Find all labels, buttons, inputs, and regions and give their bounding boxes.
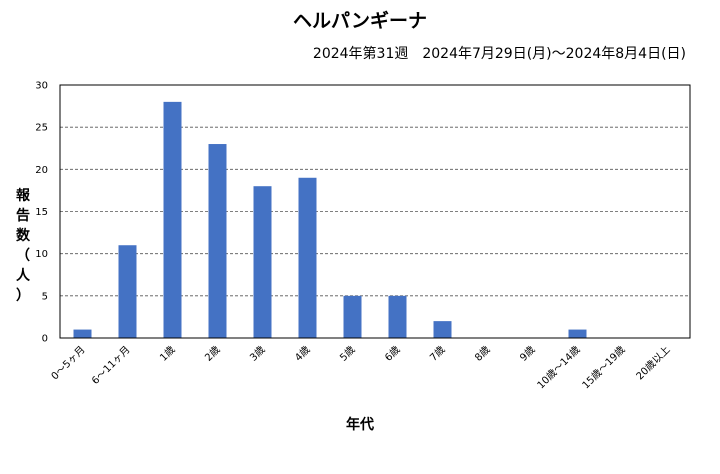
y-tick-label: 0 [42,334,48,345]
y-tick-label: 5 [42,291,48,302]
y-axis-label-char: 人 [16,268,30,284]
y-tick-label: 20 [35,165,48,176]
chart-title: ヘルパンギーナ [293,10,427,32]
x-tick-label: 8歳 [473,344,493,364]
x-tick-label: 2歳 [203,344,223,364]
y-axis-label-char: 告 [16,208,30,224]
x-tick-label: 1歳 [158,344,178,364]
x-axis-label: 年代 [346,417,374,433]
y-axis-label: 報 告 数 （ 人 ） [12,186,34,306]
bar [298,177,317,338]
y-tick-label: 30 [35,81,48,92]
x-tick-label: 9歳 [518,344,538,364]
bar [433,321,452,338]
chart-subtitle: 2024年第31週 2024年7月29日(月)～2024年8月4日(日) [312,46,686,62]
x-tick-label: 20歳以上 [634,344,673,383]
x-tick-label: 6～11ヶ月 [89,344,132,387]
x-tick-label: 15歳～19歳 [580,344,628,392]
y-tick-label: 25 [35,123,48,134]
bar [568,329,587,338]
bar [388,295,407,338]
x-tick-label: 4歳 [293,344,313,364]
x-tick-label: 10歳～14歳 [535,344,583,392]
bar [208,144,227,338]
bar [343,295,362,338]
x-tick-label: 6歳 [383,344,403,364]
x-tick-label: 7歳 [428,344,448,364]
plot-frame [59,84,691,339]
x-tick-label: 0～5ヶ月 [49,344,88,383]
x-tick-label: 3歳 [248,344,268,364]
y-axis-label-char: （ [16,248,30,264]
y-tick-label: 15 [35,207,48,218]
bar [73,329,92,338]
x-tick-label: 5歳 [338,344,358,364]
y-axis-label-char: 数 [16,228,30,244]
bar [163,101,182,338]
y-tick-label: 10 [35,249,48,260]
bar [118,245,137,338]
bar [253,186,272,338]
y-axis-label-char: 報 [16,188,30,204]
y-axis-label-char: ） [16,288,30,304]
